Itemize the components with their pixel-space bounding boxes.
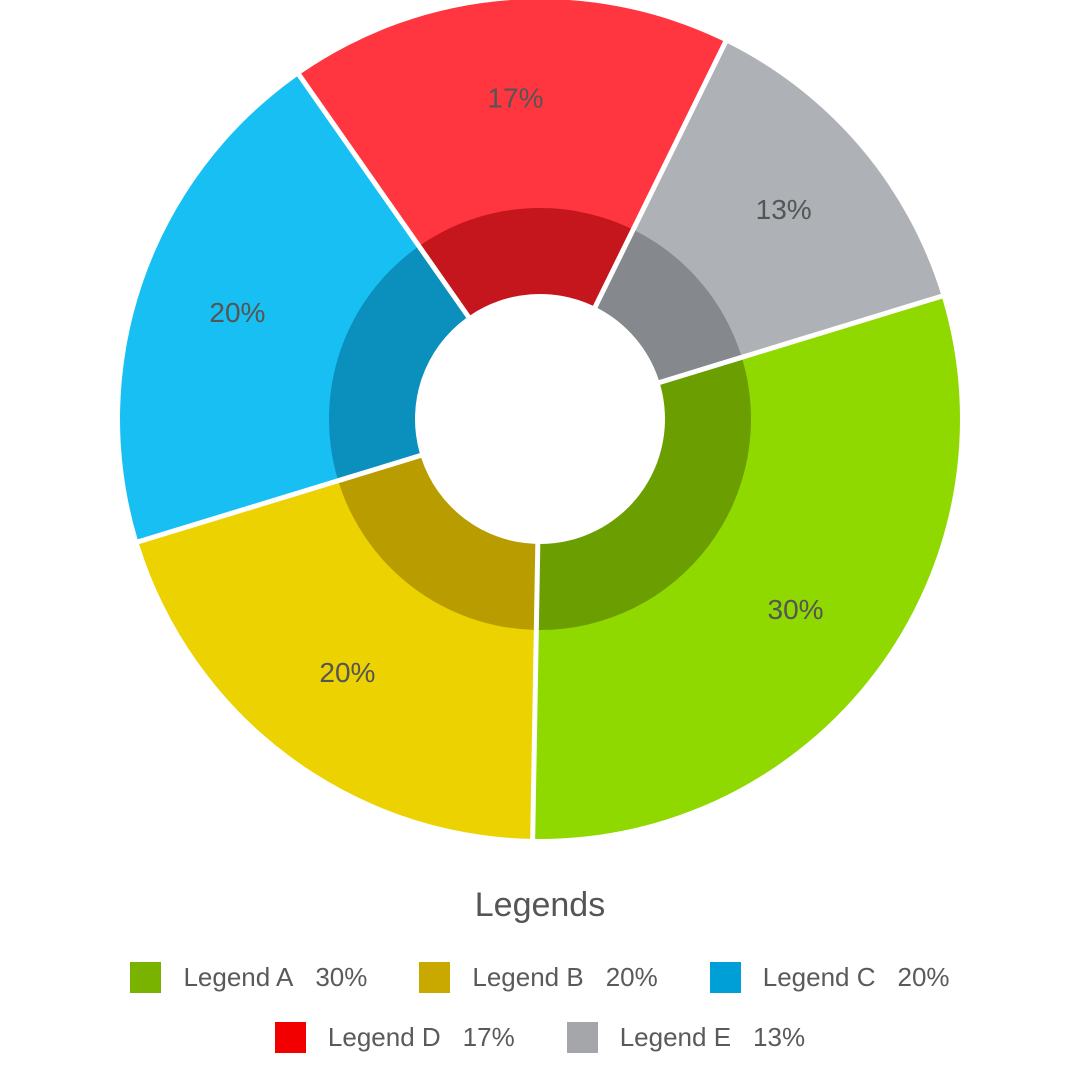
legend-value: 17% [462,1022,515,1052]
legend-item-e[interactable]: Legend E 13% [566,1022,806,1053]
slice-inner-legend-c[interactable] [329,247,467,479]
slice-value-label: 17% [487,82,543,113]
legend-swatch [709,962,741,993]
slice-value-label: 30% [768,594,824,625]
legend-value: 20% [897,962,950,992]
slice-legend-d[interactable] [301,0,724,246]
slice-legend-b[interactable] [139,482,534,839]
legend-value: 30% [315,962,368,992]
legend-label: Legend E [619,1022,732,1052]
slice-value-label: 20% [319,657,375,688]
legend-label: Legend C [762,962,876,992]
slice-inner-legend-e[interactable] [597,230,742,381]
slice-legend-a[interactable] [535,298,961,839]
legend-value: 20% [605,962,658,992]
legend-title: Legends [474,886,606,924]
legend-label: Legend B [472,962,584,992]
legend-row-1: Legend A 30% Legend B 20% Legend C 20% [0,962,1080,993]
slices-layer [119,0,961,839]
slice-inner-legend-d[interactable] [421,208,631,316]
legend-item-b[interactable]: Legend B 20% [419,962,658,993]
legend-value: 13% [753,1022,806,1052]
slice-value-label: 13% [756,194,812,225]
slice-legend-e[interactable] [634,43,941,356]
legend-swatch [566,1022,598,1053]
slice-value-label: 20% [209,297,265,328]
slice-inner-legend-a[interactable] [538,359,751,630]
legend-label: Legend D [327,1022,441,1052]
legend-item-a[interactable]: Legend A 30% [130,962,367,993]
slice-labels-layer: 30% 20% 20% 17% 13% [209,82,823,688]
legend-item-d[interactable]: Legend D 17% [274,1022,515,1053]
slice-inner-legend-b[interactable] [338,457,536,630]
legend-swatch [274,1022,306,1053]
legend-swatch [419,962,451,993]
slice-legend-c[interactable] [119,76,418,540]
legend-swatch [130,962,162,993]
legend-row-2: Legend D 17% Legend E 13% [0,1022,1080,1053]
legend-label: Legend A [183,962,294,992]
legend-item-c[interactable]: Legend C 20% [709,962,950,993]
donut-chart: 30% 20% 20% 17% 13% [119,0,961,839]
